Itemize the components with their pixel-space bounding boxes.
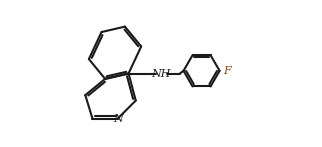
- Text: N: N: [113, 114, 123, 124]
- Text: F: F: [223, 66, 231, 76]
- Text: NH: NH: [151, 69, 171, 78]
